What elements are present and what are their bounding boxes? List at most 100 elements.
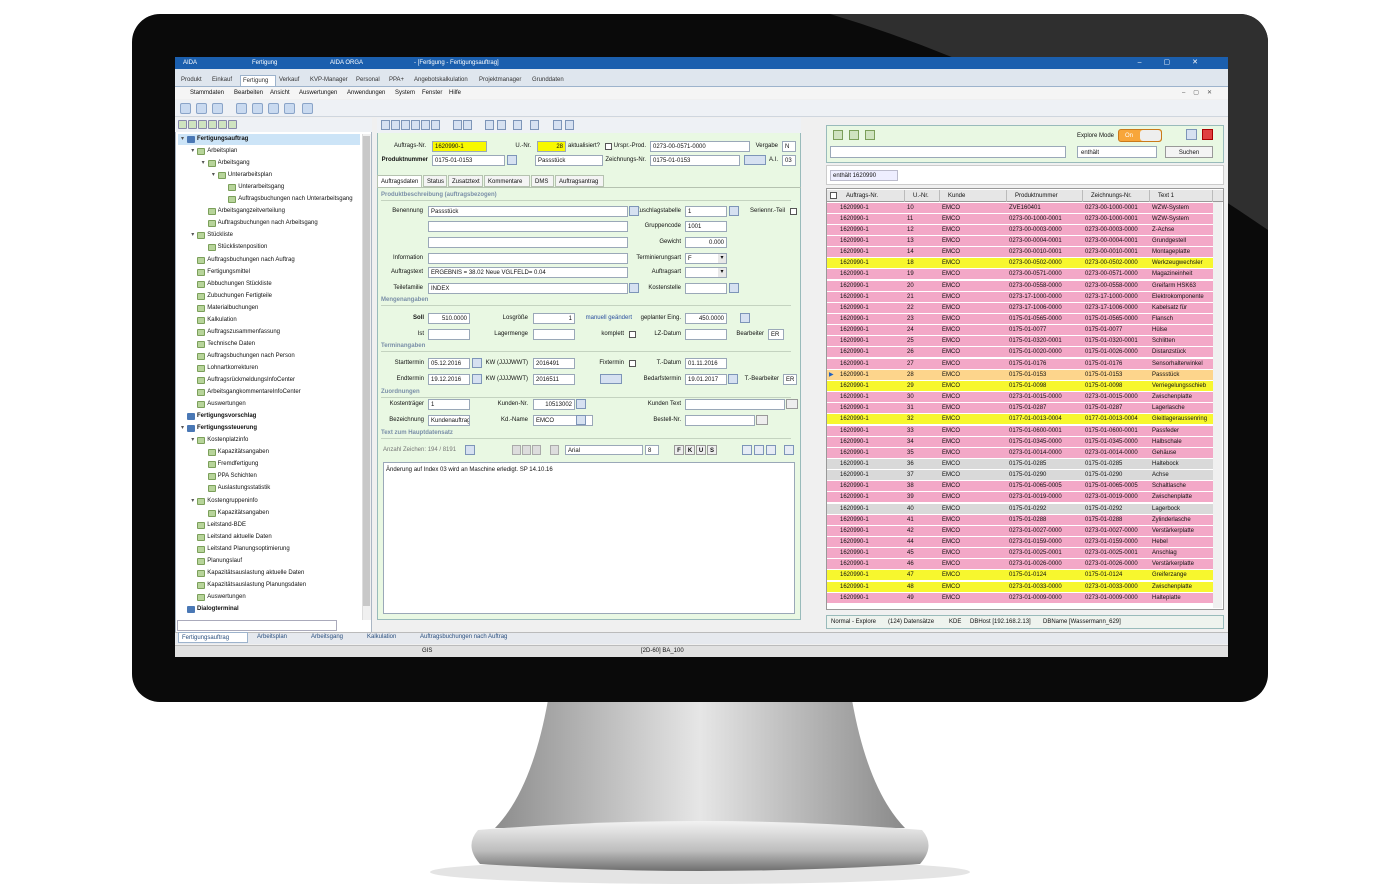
document-tab[interactable]: Fertigungsauftrag bbox=[178, 632, 248, 643]
module-tab[interactable]: Angebotskalkulation bbox=[414, 77, 468, 83]
font-select[interactable]: Arial bbox=[565, 445, 643, 455]
grid-row[interactable] bbox=[827, 358, 1213, 370]
grid-row[interactable] bbox=[827, 425, 1213, 437]
editor-tool[interactable] bbox=[550, 445, 559, 455]
menu-item[interactable]: Bearbeiten bbox=[234, 90, 264, 96]
document-tab[interactable]: Arbeitsgang bbox=[311, 634, 344, 640]
format-button[interactable]: F bbox=[674, 445, 684, 455]
lookup-button[interactable] bbox=[507, 155, 517, 165]
input-field[interactable]: INDEX bbox=[428, 282, 628, 294]
format-button[interactable]: S bbox=[707, 445, 717, 455]
tree-item[interactable]: Kapazitätsangaben bbox=[217, 509, 269, 516]
tree-item[interactable]: AuftragsrückmeldungsInfoCenter bbox=[207, 377, 296, 383]
menu-item[interactable]: Anwendungen bbox=[347, 90, 386, 96]
grid-row[interactable] bbox=[827, 581, 1213, 593]
tree-item[interactable]: Planungslauf bbox=[207, 557, 242, 564]
tree-item[interactable]: Kalkulation bbox=[207, 316, 237, 323]
tree-item[interactable]: Kapazitätsangaben bbox=[217, 449, 269, 456]
nav-button[interactable] bbox=[401, 120, 410, 130]
lookup-button[interactable] bbox=[729, 206, 739, 216]
toolbar-button[interactable] bbox=[180, 103, 191, 114]
toolbar-button[interactable] bbox=[252, 103, 263, 114]
module-tab[interactable]: Einkauf bbox=[212, 77, 233, 83]
input-field[interactable]: 1 bbox=[428, 398, 470, 410]
lookup-button[interactable] bbox=[576, 399, 586, 409]
grid-row[interactable] bbox=[827, 414, 1213, 426]
editor-tool[interactable] bbox=[512, 445, 521, 455]
nav-button[interactable] bbox=[453, 120, 462, 130]
grid-row[interactable] bbox=[827, 325, 1213, 337]
filter-chip[interactable]: enthält 1620990 bbox=[830, 170, 898, 181]
grid-row[interactable] bbox=[827, 592, 1213, 604]
menu-item[interactable]: Ansicht bbox=[270, 90, 290, 96]
grid-row[interactable] bbox=[827, 347, 1213, 359]
grid-tool[interactable] bbox=[1186, 129, 1197, 140]
grid-row[interactable] bbox=[827, 369, 1213, 381]
input-field[interactable]: 03 bbox=[782, 154, 796, 166]
nav-button[interactable] bbox=[485, 120, 494, 130]
nav-button[interactable] bbox=[600, 374, 622, 384]
tree-item[interactable]: Arbeitsgangzeitverteilung bbox=[217, 208, 285, 215]
grid-row[interactable] bbox=[827, 202, 1213, 214]
form-tab[interactable]: Auftragsdaten bbox=[377, 175, 422, 187]
input-field[interactable] bbox=[428, 236, 628, 248]
checkbox[interactable] bbox=[629, 330, 636, 338]
input-field[interactable]: 0.000 bbox=[685, 236, 727, 248]
input-field[interactable]: Kundenauftrag bbox=[428, 414, 470, 426]
grid-row[interactable] bbox=[827, 525, 1213, 537]
grid-row[interactable] bbox=[827, 403, 1213, 415]
nav-button[interactable] bbox=[421, 120, 430, 130]
grid-row[interactable] bbox=[827, 380, 1213, 392]
tree-item[interactable]: Leitstand-BDE bbox=[207, 521, 246, 528]
grid-row[interactable] bbox=[827, 247, 1213, 259]
grid-row[interactable] bbox=[827, 258, 1213, 270]
form-tab[interactable]: DMS bbox=[531, 175, 554, 187]
checkbox[interactable] bbox=[830, 192, 837, 199]
form-tab[interactable]: Zusatztext bbox=[448, 175, 483, 187]
column-header[interactable]: Zeichnungs-Nr. bbox=[1083, 190, 1150, 202]
toolbar-button[interactable] bbox=[302, 103, 313, 114]
toolbar-button[interactable] bbox=[196, 103, 207, 114]
input-field[interactable]: 450.0000 bbox=[685, 312, 727, 324]
tree-item[interactable]: ArbeitsgangkommentareInfoCenter bbox=[207, 389, 301, 396]
grid-row[interactable] bbox=[827, 213, 1213, 225]
input-field[interactable]: F bbox=[685, 252, 727, 264]
grid-row[interactable] bbox=[827, 291, 1213, 303]
input-field[interactable] bbox=[685, 266, 727, 278]
format-button[interactable]: K bbox=[685, 445, 695, 455]
nav-button[interactable] bbox=[530, 120, 539, 130]
tree-item[interactable]: Unterarbeitsgang bbox=[238, 184, 285, 191]
nav-button[interactable] bbox=[565, 120, 574, 130]
module-tab[interactable]: Fertigung bbox=[240, 75, 276, 86]
grid-tool[interactable] bbox=[849, 130, 859, 140]
tree-item[interactable]: Auswertungen bbox=[207, 593, 246, 600]
column-header[interactable]: Kunde bbox=[940, 190, 1007, 202]
input-field[interactable] bbox=[685, 414, 755, 426]
tree-item[interactable]: Kostengruppeninfo bbox=[207, 497, 258, 504]
tree-tool[interactable] bbox=[178, 120, 187, 129]
input-field[interactable] bbox=[533, 328, 575, 340]
tree-item[interactable]: Abbuchungen Stückliste bbox=[207, 280, 272, 287]
tree-tool[interactable] bbox=[228, 120, 237, 129]
menu-item[interactable]: Stammdaten bbox=[190, 90, 225, 96]
tree-tool[interactable] bbox=[208, 120, 217, 129]
tree-tool[interactable] bbox=[188, 120, 197, 129]
grid-row[interactable] bbox=[827, 503, 1213, 515]
grid-tool[interactable] bbox=[833, 130, 843, 140]
grid-row[interactable] bbox=[827, 548, 1213, 560]
grid-row[interactable] bbox=[827, 537, 1213, 548]
tree-item[interactable]: Stücklistenposition bbox=[217, 244, 268, 251]
column-header[interactable]: Produktnummer bbox=[1007, 190, 1083, 202]
tree-item[interactable]: Auftragsbuchungen nach Auftrag bbox=[207, 256, 295, 263]
grid-row[interactable] bbox=[827, 302, 1213, 314]
module-tab[interactable]: Verkauf bbox=[279, 77, 300, 83]
input-field[interactable]: 19.12.2016 bbox=[428, 373, 470, 385]
document-tab[interactable]: Arbeitsplan bbox=[257, 634, 288, 640]
input-field[interactable]: 28 bbox=[537, 140, 566, 152]
grid-row[interactable] bbox=[827, 514, 1213, 526]
nav-button[interactable] bbox=[411, 120, 420, 130]
ellipsis-button[interactable] bbox=[786, 399, 798, 409]
editor-tool[interactable] bbox=[522, 445, 531, 455]
grid-row[interactable] bbox=[827, 336, 1213, 348]
module-tab[interactable]: Projektmanager bbox=[479, 77, 522, 83]
